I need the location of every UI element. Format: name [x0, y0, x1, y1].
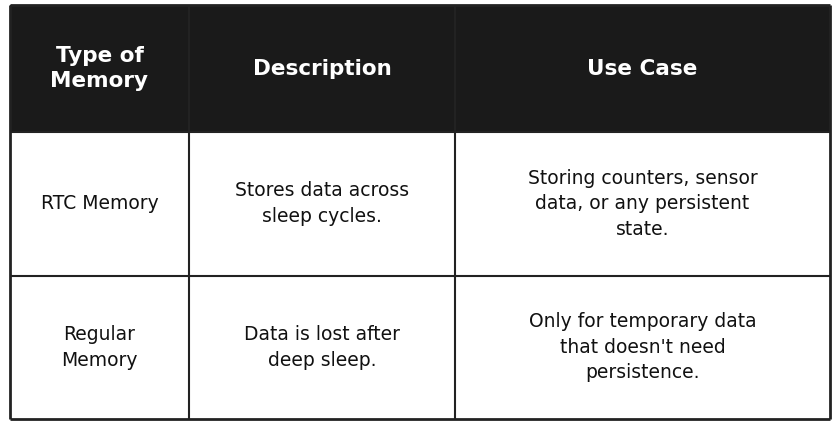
Bar [455, 276, 830, 419]
Bar [10, 5, 189, 132]
Text: Only for temporary data
that doesn't need
persistence.: Only for temporary data that doesn't nee… [528, 312, 756, 382]
Text: Storing counters, sensor
data, or any persistent
state.: Storing counters, sensor data, or any pe… [528, 169, 758, 239]
Text: Regular
Memory: Regular Memory [61, 325, 138, 370]
Text: Use Case: Use Case [587, 59, 698, 78]
Text: Description: Description [253, 59, 391, 78]
Bar [189, 276, 455, 419]
Bar [455, 5, 830, 132]
Bar [10, 276, 189, 419]
Text: Data is lost after
deep sleep.: Data is lost after deep sleep. [244, 325, 400, 370]
Bar [189, 5, 455, 132]
Text: Type of
Memory: Type of Memory [50, 46, 149, 92]
Bar [189, 132, 455, 276]
Text: Stores data across
sleep cycles.: Stores data across sleep cycles. [235, 181, 409, 226]
Bar [455, 132, 830, 276]
Bar [10, 132, 189, 276]
Text: RTC Memory: RTC Memory [40, 194, 158, 213]
